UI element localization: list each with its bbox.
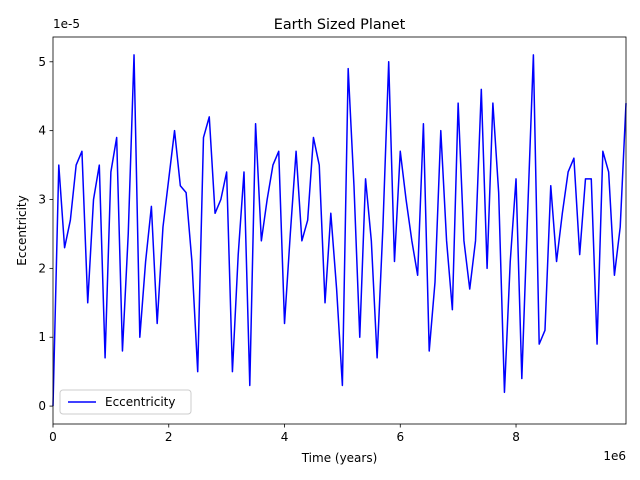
x-tick-label: 8 <box>512 430 520 444</box>
y-tick-label: 0 <box>38 399 46 413</box>
x-tick-label: 6 <box>396 430 404 444</box>
legend-frame <box>59 389 192 415</box>
plot-area <box>53 37 626 424</box>
data-layer <box>52 54 627 407</box>
x-tick-label: 4 <box>281 430 289 444</box>
y-tick-label: 5 <box>38 55 46 69</box>
axes-layer: 0 2 4 6 8 0 1 2 3 4 5 <box>38 36 627 444</box>
y-tick-label: 3 <box>38 193 46 207</box>
x-axis-offset-label: 1e6 <box>603 449 626 463</box>
series-line-0 <box>52 54 627 407</box>
legend: Eccentricity <box>59 389 192 415</box>
chart-title: Earth Sized Planet <box>274 17 406 33</box>
y-axis-offset-label: 1e-5 <box>53 17 80 31</box>
y-tick-label: 4 <box>38 124 46 138</box>
legend-label: Eccentricity <box>105 395 175 409</box>
y-tick-label: 2 <box>38 261 46 275</box>
x-tick-label: 0 <box>49 430 57 444</box>
x-axis-label: Time (years) <box>301 451 378 465</box>
y-axis-label: Eccentricity <box>15 195 29 265</box>
x-tick-label: 2 <box>165 430 173 444</box>
axes-frame <box>52 36 627 425</box>
y-tick-label: 1 <box>38 330 46 344</box>
